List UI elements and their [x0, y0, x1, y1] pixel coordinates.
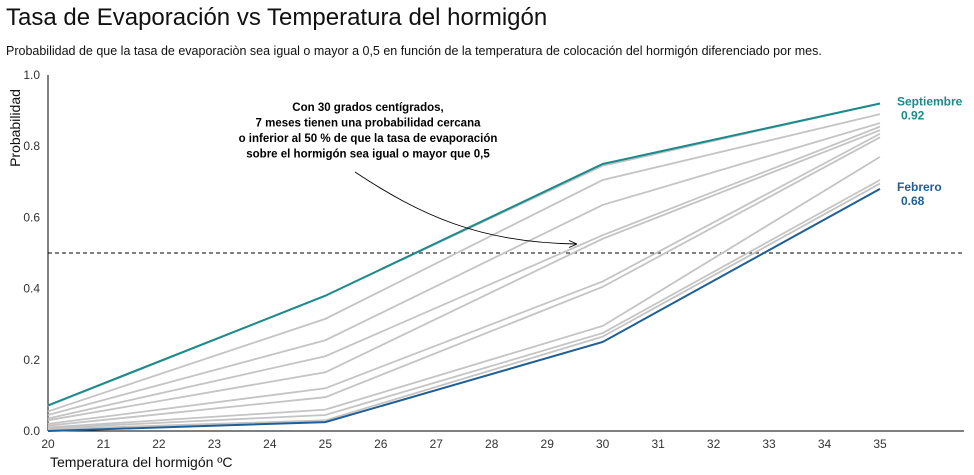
y-tick-label: 0.6 [23, 210, 40, 224]
x-tick-label: 20 [41, 437, 55, 451]
series-line-month [47, 136, 881, 427]
x-tick-label: 29 [541, 437, 555, 451]
x-tick-label: 22 [152, 437, 166, 451]
series-line-febrero [47, 188, 881, 432]
annotation-line: 7 meses tienen una probabilidad cercana [256, 118, 482, 130]
chart-title: Tasa de Evaporación vs Temperatura del h… [6, 4, 548, 31]
series-line-month [47, 125, 881, 420]
series-line-month [47, 182, 881, 431]
chart-subtitle: Probabilidad de que la tasa de evaporaci… [6, 44, 822, 58]
x-tick-label: 26 [374, 437, 388, 451]
x-tick-label: 30 [596, 437, 610, 451]
series-line-month [47, 179, 881, 430]
y-tick-label: 0.8 [23, 139, 40, 153]
x-tick-label: 34 [818, 437, 832, 451]
y-tick-label: 0.2 [23, 353, 40, 367]
x-tick-label: 21 [97, 437, 111, 451]
series-line-month [47, 113, 881, 413]
x-tick-label: 35 [873, 437, 887, 451]
x-axis-title: Temperatura del hormigón ºC [50, 454, 233, 470]
y-axis-title: Probabilidad [7, 89, 23, 167]
y-tick-label: 0.0 [23, 424, 40, 438]
series-line-month [47, 132, 881, 425]
y-tick-label: 0.4 [23, 282, 40, 296]
annotation-arrowhead [568, 240, 578, 248]
x-tick-label: 27 [430, 437, 444, 451]
x-tick-label: 28 [485, 437, 499, 451]
annotation-line: Con 30 grados centígrados, [292, 102, 443, 114]
series-line-month [47, 129, 881, 422]
annotation-arrow [354, 171, 578, 245]
x-tick-label: 24 [263, 437, 277, 451]
series-line-month [47, 156, 881, 429]
x-tick-label: 32 [707, 437, 721, 451]
annotation-line: sobre el hormigón sea igual o mayor que … [246, 149, 490, 161]
y-tick-label: 1.0 [23, 68, 40, 82]
series-value-febrero: 0.68 [901, 194, 925, 208]
x-tick-label: 31 [651, 437, 665, 451]
x-tick-label: 23 [208, 437, 222, 451]
x-tick-label: 33 [762, 437, 776, 451]
series-label-febrero: Febrero [897, 180, 942, 194]
x-tick-label: 25 [319, 437, 333, 451]
series-line-septiembre [47, 102, 881, 407]
annotation-line: o inferior al 50 % de que la tasa de eva… [239, 133, 498, 145]
series-label-septiembre: Septiembre [897, 94, 963, 108]
series-line-month [47, 122, 881, 416]
series-value-septiembre: 0.92 [901, 108, 925, 122]
